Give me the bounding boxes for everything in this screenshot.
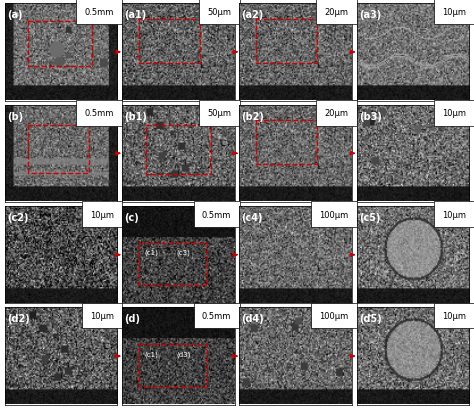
Text: (a2): (a2) — [242, 10, 264, 20]
Text: (c3): (c3) — [176, 249, 190, 256]
Text: (b3): (b3) — [359, 111, 382, 121]
Bar — [146, 126, 211, 175]
Text: (d3): (d3) — [176, 350, 191, 357]
Text: 20μm: 20μm — [325, 8, 348, 17]
Text: 0.5mm: 0.5mm — [85, 8, 114, 17]
Text: (a3): (a3) — [359, 10, 381, 20]
Text: (c1): (c1) — [145, 249, 158, 256]
Text: 100μm: 100μm — [319, 311, 348, 320]
Text: 0.5mm: 0.5mm — [85, 109, 114, 118]
Bar — [139, 344, 207, 387]
Text: (d): (d) — [124, 314, 140, 324]
Text: (a): (a) — [7, 10, 22, 20]
Bar — [256, 20, 317, 64]
Bar — [139, 243, 207, 285]
Text: 10μm: 10μm — [442, 311, 466, 320]
Text: (d4): (d4) — [242, 314, 264, 324]
Text: (a1): (a1) — [124, 10, 146, 20]
Text: (c2): (c2) — [7, 213, 28, 222]
Bar — [28, 22, 91, 67]
Text: (c5): (c5) — [359, 213, 380, 222]
Text: (c): (c) — [124, 213, 139, 222]
Text: 50μm: 50μm — [207, 109, 231, 118]
Text: 50μm: 50μm — [207, 8, 231, 17]
Text: (b1): (b1) — [124, 111, 147, 121]
Text: 20μm: 20μm — [325, 109, 348, 118]
Text: 10μm: 10μm — [90, 210, 114, 219]
Text: (c4): (c4) — [242, 213, 263, 222]
Text: 0.5mm: 0.5mm — [202, 311, 231, 320]
Text: (b2): (b2) — [242, 111, 264, 121]
Text: (b): (b) — [7, 111, 23, 121]
Text: 100μm: 100μm — [319, 210, 348, 219]
Bar — [256, 121, 317, 165]
Text: 10μm: 10μm — [442, 8, 466, 17]
Text: (d5): (d5) — [359, 314, 382, 324]
Text: 10μm: 10μm — [442, 109, 466, 118]
Bar — [28, 126, 89, 173]
Text: 10μm: 10μm — [442, 210, 466, 219]
Text: 10μm: 10μm — [90, 311, 114, 320]
Text: (d2): (d2) — [7, 314, 30, 324]
Text: (c1): (c1) — [145, 350, 158, 357]
Text: 0.5mm: 0.5mm — [202, 210, 231, 219]
Bar — [139, 20, 200, 64]
